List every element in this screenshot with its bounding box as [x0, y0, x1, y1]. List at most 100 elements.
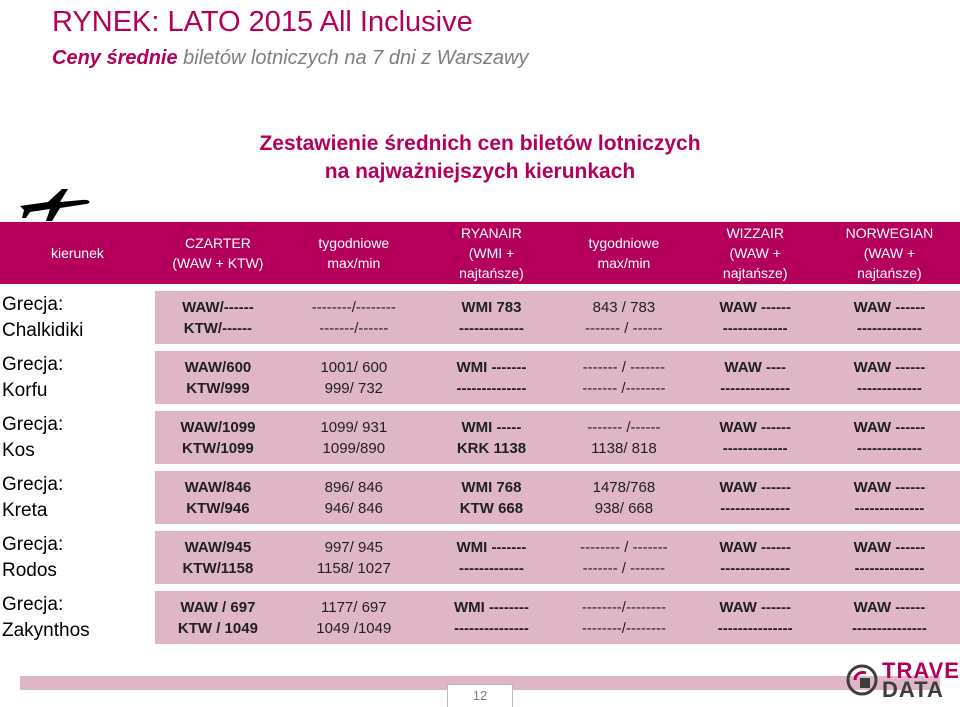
fare-line: 997/ 945 — [324, 538, 383, 556]
fare-line: 896/ 846 — [324, 478, 383, 496]
fare-cell: -------- / ------- ------- / ------- — [556, 531, 692, 591]
fare-line: --------/-------- — [311, 298, 396, 316]
destination-line: Kos — [2, 439, 35, 461]
destination-line: Grecja: — [2, 353, 64, 375]
table-heading-line-2: na najważniejszych kierunkach — [324, 160, 636, 183]
fare-line: -------------- — [720, 559, 791, 577]
fare-line: WAW ------ — [853, 418, 926, 436]
fare-line: KTW 668 — [459, 499, 524, 517]
fare-cell: WAW ------ ------------- — [818, 351, 960, 411]
column-header-line: tygodniowe — [588, 235, 660, 251]
logo-word-travel: TRAVEL — [882, 658, 960, 683]
column-header: tygodniowe max/min — [280, 222, 427, 291]
fare-line: 1138/ 818 — [591, 439, 657, 457]
fare-cell: WMI 768 KTW 668 — [426, 471, 557, 531]
fare-line: WAW ------ — [853, 538, 926, 556]
fare-line: ------- / ------ — [585, 319, 663, 337]
destination-line: Korfu — [2, 379, 48, 401]
fare-line: ------------- — [856, 379, 922, 397]
table-row: Grecja: Chalkidiki WAW/------ KTW/------ ---… — [0, 291, 960, 351]
fare-cell: WAW ------ -------------- — [691, 531, 819, 591]
fare-line: WMI 783 — [461, 298, 522, 316]
fare-line: WMI ------- — [456, 538, 527, 556]
subtitle-emphasis: Ceny średnie — [52, 47, 178, 69]
table-row: Grecja: Zakynthos WAW / 697 KTW / 1049 1177/… — [0, 591, 960, 651]
fare-line: 1177/ 697 — [321, 598, 387, 616]
column-header-line: najtańsze) — [459, 265, 524, 281]
column-header-line: kierunek — [50, 245, 104, 261]
fare-line: -------------- — [854, 499, 925, 517]
fare-cell: ------- / ------- ------- /-------- — [556, 351, 692, 411]
fare-line: 1099/890 — [322, 439, 386, 457]
fare-line: WAW ------ — [719, 418, 792, 436]
column-header: tygodniowe max/min — [556, 222, 692, 291]
table-row: Grecja: Kreta WAW/846 KTW/946 896/ 846 946/ 8… — [0, 471, 960, 531]
column-header-line: najtańsze) — [722, 265, 788, 281]
fare-line: 1049 /1049 — [316, 619, 392, 637]
table-row: Grecja: Korfu WAW/600 KTW/999 1001/ 600 999/ … — [0, 351, 960, 411]
fare-line: WAW/846 — [184, 478, 252, 496]
fare-line: ------------- — [458, 319, 524, 337]
fare-line: WMI -------- — [453, 598, 529, 616]
fare-cell: 1001/ 600 999/ 732 — [280, 351, 427, 411]
fare-cell: WAW/945 KTW/1158 — [154, 531, 281, 591]
fare-cell: WAW ------ ------------- — [818, 291, 960, 351]
fare-line: WAW ------ — [853, 478, 926, 496]
destination-line: Chalkidiki — [2, 319, 84, 341]
table-row: Grecja: Kos WAW/1099 KTW/1099 1099/ 931 1099/… — [0, 411, 960, 471]
fare-line: --------------- — [717, 619, 793, 637]
fare-line: -------/------ — [319, 319, 389, 337]
fare-line: ------------- — [856, 319, 922, 337]
column-header-line: max/min — [327, 255, 381, 271]
fare-line: WAW / 697 — [180, 598, 256, 616]
fare-cell: WAW ------ -------------- — [818, 471, 960, 531]
fare-line: --------------- — [851, 619, 927, 637]
fare-line: WMI 768 — [461, 478, 522, 496]
table-row: Grecja: Rodos WAW/945 KTW/1158 997/ 945 1158/… — [0, 531, 960, 591]
fare-line: ------- / ------- — [582, 358, 666, 376]
fare-line: WAW/600 — [184, 358, 252, 376]
fare-cell: 843 / 783 ------- / ------ — [556, 291, 692, 351]
fare-cell: WMI 783 ------------- — [426, 291, 557, 351]
fare-line: ------------- — [856, 439, 922, 457]
fare-cell: WMI ------- -------------- — [426, 351, 557, 411]
destination-line: Grecja: — [2, 413, 64, 435]
fare-line: --------/-------- — [581, 619, 666, 637]
fare-line: WMI ----- — [461, 418, 522, 436]
column-header-line: NORWEGIAN — [845, 225, 934, 241]
fare-cell: 1177/ 697 1049 /1049 — [280, 591, 427, 651]
column-header-line: RYANAIR — [460, 225, 522, 241]
fare-line: WAW ------ — [719, 298, 792, 316]
fare-cell: WAW ---- -------------- — [691, 351, 819, 411]
logo-word-data: DATA — [882, 677, 944, 702]
fare-line: 946/ 846 — [324, 499, 383, 517]
fare-line: WAW ---- — [724, 358, 787, 376]
slide-title: RYNEK: LATO 2015 All Inclusive — [52, 6, 473, 38]
destination-line: Grecja: — [2, 533, 64, 555]
fare-cell: WMI ------- ------------- — [426, 531, 557, 591]
table-heading-line-1: Zestawienie średnich cen biletów lotnicz… — [259, 132, 701, 155]
table-heading: Zestawienie średnich cen biletów lotnicz… — [150, 130, 810, 186]
fare-line: WAW ------ — [719, 478, 792, 496]
fare-cell: WAW/846 KTW/946 — [154, 471, 281, 531]
column-header-line: (WAW + — [729, 245, 781, 261]
fare-line: ------------- — [458, 559, 524, 577]
column-header: WIZZAIR (WAW + najtańsze) — [691, 222, 819, 291]
column-header: NORWEGIAN (WAW + najtańsze) — [818, 222, 960, 291]
fare-line: ------- / ------- — [582, 559, 666, 577]
fare-cell: --------/-------- --------/-------- — [556, 591, 692, 651]
fare-cell: WAW ------ --------------- — [818, 591, 960, 651]
fare-cell: WAW/600 KTW/999 — [154, 351, 281, 411]
fare-line: 1099/ 931 — [320, 418, 388, 436]
fare-line: ------- /------ — [587, 418, 661, 436]
fare-cell: 1099/ 931 1099/890 — [280, 411, 427, 471]
fare-cell: WAW ------ --------------- — [691, 591, 819, 651]
fare-cell: WAW ------ -------------- — [818, 531, 960, 591]
fare-line: KRK 1138 — [456, 439, 527, 457]
destination-line: Rodos — [2, 559, 57, 581]
fare-line: KTW/946 — [186, 499, 250, 517]
fare-line: -------------- — [456, 379, 527, 397]
fares-table: kierunek CZARTER (WAW + KTW) tygodniowe max/… — [0, 222, 960, 651]
fare-line: KTW/------ — [183, 319, 253, 337]
fare-cell: 997/ 945 1158/ 1027 — [280, 531, 427, 591]
